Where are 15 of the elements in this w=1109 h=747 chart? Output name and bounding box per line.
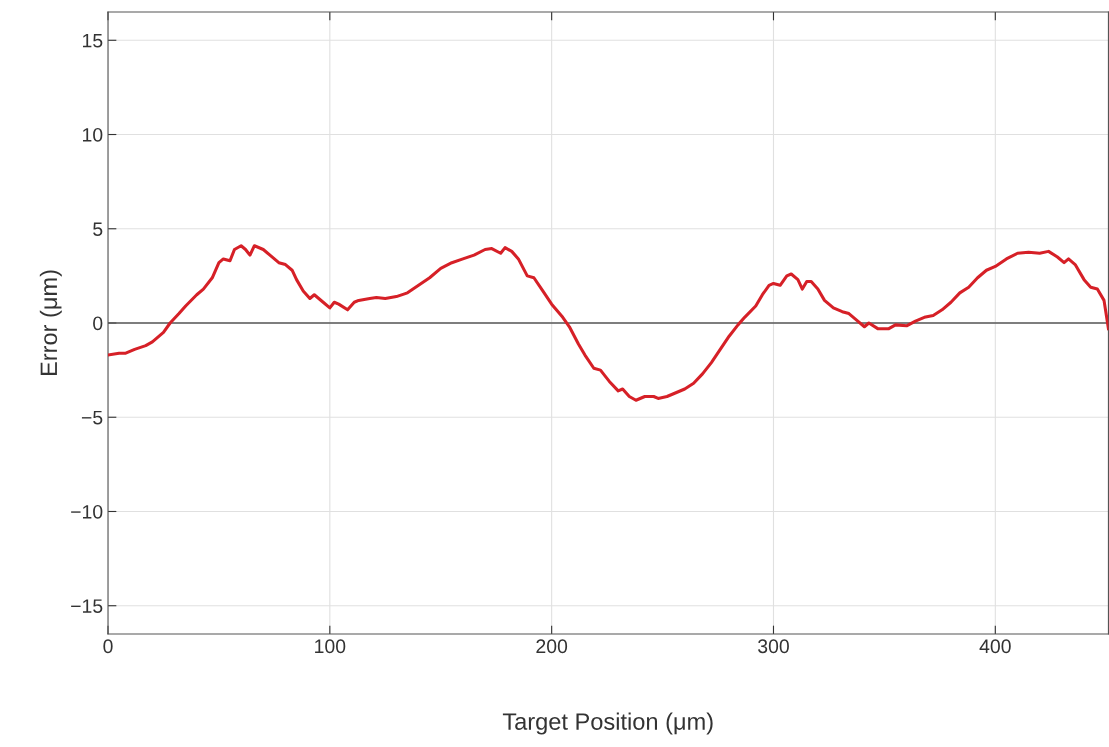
y-tick-label: 10: [83, 127, 103, 142]
x-tick-label: 300: [758, 639, 789, 654]
x-tick-label: 0: [103, 639, 113, 654]
line-series: [108, 244, 1109, 402]
x-tick-label: 100: [315, 639, 346, 654]
y-tick-label: −15: [71, 599, 103, 613]
y-tick-label: 5: [93, 222, 103, 236]
y-tick-label: 15: [83, 33, 103, 48]
y-tick-label: −5: [81, 410, 103, 425]
x-tick-label: 200: [536, 639, 568, 654]
x-axis-title: Target Position (μm): [502, 712, 713, 735]
y-axis-title: Error (μm): [39, 270, 62, 376]
x-tick-label: 400: [979, 639, 1011, 654]
y-tick-label: 0: [93, 316, 103, 331]
y-tick-label: −10: [71, 504, 103, 519]
